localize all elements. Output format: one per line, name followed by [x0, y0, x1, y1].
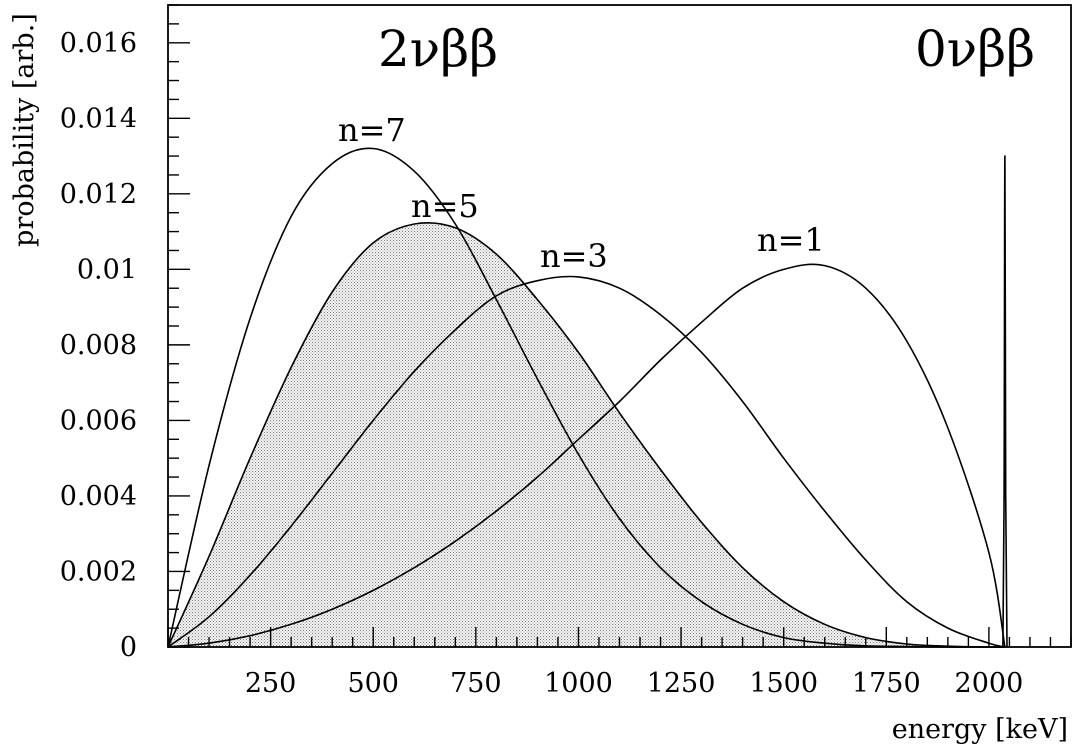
series-line-n-3: [167, 275, 1006, 648]
x-tick-label: 1000: [544, 668, 613, 699]
y-axis-ticks: [168, 4, 190, 648]
x-tick-label: 750: [450, 668, 502, 699]
two-nu-annotation: 2νββ: [378, 20, 498, 78]
label-n5: n=5: [411, 187, 479, 225]
y-tick-label: 0.008: [60, 330, 137, 361]
y-tick-label: 0.004: [60, 481, 137, 512]
x-tick-label: 250: [245, 668, 297, 699]
x-axis-ticks: [167, 627, 1072, 647]
y-axis-title: probability [arb.]: [9, 13, 40, 247]
x-axis-tick-labels: 250 500 750 1000 1250 1500 1750 2000: [245, 668, 1023, 699]
series-area-n5: [168, 222, 1005, 648]
label-n7: n=7: [338, 111, 406, 149]
x-tick-label: 1250: [647, 668, 716, 699]
y-tick-label: 0.012: [60, 179, 137, 210]
y-tick-label: 0.016: [60, 28, 137, 59]
y-tick-label: 0.006: [60, 405, 137, 436]
zero-nu-annotation: 0νββ: [915, 20, 1035, 78]
label-n1: n=1: [757, 221, 825, 259]
y-tick-label: 0.002: [60, 556, 137, 587]
x-tick-label: 1750: [852, 668, 921, 699]
series-line-n-5: [167, 221, 1005, 648]
x-axis-title: energy [keV]: [892, 714, 1068, 745]
x-tick-label: 500: [347, 668, 399, 699]
y-tick-label: 0.014: [60, 103, 137, 134]
label-n3: n=3: [540, 237, 608, 275]
series-line-n-1: [167, 263, 1006, 648]
x-tick-label: 1500: [749, 668, 818, 699]
n5-shaded-area-group: [168, 222, 1005, 648]
y-tick-label: 0.01: [77, 254, 137, 285]
y-axis-tick-labels: 0 0.002 0.004 0.006 0.008 0.01 0.012 0.014 0.016: [60, 28, 137, 663]
series-line-0nubb-peak: [1002, 155, 1008, 648]
y-tick-label: 0: [120, 632, 137, 663]
x-tick-label: 2000: [955, 668, 1024, 699]
